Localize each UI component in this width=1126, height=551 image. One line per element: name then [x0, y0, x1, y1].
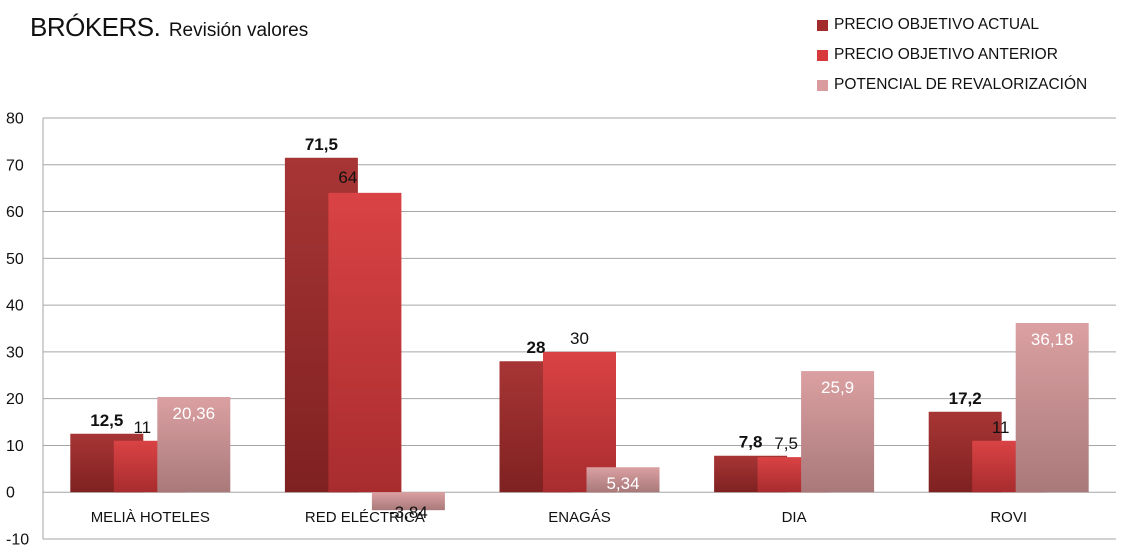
data-label: 36,18	[1031, 330, 1074, 349]
y-tick-label: 0	[6, 485, 15, 502]
data-label: 12,5	[90, 411, 123, 430]
legend-item-potencial: POTENCIAL DE REVALORIZACIÓN	[817, 70, 1087, 100]
y-tick-label: -10	[6, 532, 29, 549]
legend-swatch-actual	[817, 19, 828, 31]
data-label: -3,84	[389, 503, 428, 522]
legend-label-potencial: POTENCIAL DE REVALORIZACIÓN	[834, 76, 1088, 93]
x-tick-label: RED ELÉCTRICA	[305, 509, 425, 526]
y-tick-label: 40	[6, 298, 24, 315]
data-label: 7,8	[739, 433, 763, 452]
bar-potencial	[371, 492, 445, 511]
legend-swatch-potencial	[817, 79, 828, 91]
data-label: 5,34	[606, 474, 639, 493]
data-label: 7,5	[774, 434, 798, 453]
y-tick-label: 70	[6, 157, 24, 174]
bar-anterior	[328, 192, 402, 493]
bar-layer	[70, 157, 1089, 511]
chart-title: BRÓKERS. Revisión valores	[30, 12, 308, 43]
legend-item-actual: PRECIO OBJETIVO ACTUAL	[817, 10, 1087, 40]
y-tick-label: 30	[6, 344, 24, 361]
legend-item-anterior: PRECIO OBJETIVO ANTERIOR	[817, 40, 1087, 70]
data-label: 64	[338, 168, 357, 187]
data-label: 28	[527, 338, 546, 357]
y-tick-label: 20	[6, 391, 24, 408]
legend-label-anterior: PRECIO OBJETIVO ANTERIOR	[834, 46, 1058, 63]
data-label: 71,5	[305, 135, 338, 154]
data-label: 17,2	[949, 389, 982, 408]
chart-legend: PRECIO OBJETIVO ACTUAL PRECIO OBJETIVO A…	[817, 10, 1087, 100]
y-tick-label: 10	[6, 438, 24, 455]
legend-swatch-anterior	[817, 49, 828, 61]
bar-potencial	[801, 371, 875, 493]
bar-potencial	[157, 396, 231, 493]
x-tick-label: MELIÀ HOTELES	[91, 509, 210, 526]
bar-potencial	[586, 467, 660, 493]
chart-title-main: BRÓKERS.	[30, 12, 161, 42]
chart-title-sub: Revisión valores	[168, 20, 309, 41]
legend-label-actual: PRECIO OBJETIVO ACTUAL	[834, 16, 1039, 33]
data-label: 20,36	[173, 404, 216, 423]
x-tick-label: DIA	[782, 509, 807, 526]
data-label: 11	[133, 418, 151, 437]
y-tick-label: 60	[6, 204, 24, 221]
data-label: 11	[992, 418, 1010, 437]
y-tick-label: 80	[6, 111, 24, 128]
x-tick-label: ROVI	[990, 509, 1027, 526]
bar-potencial	[1015, 322, 1089, 493]
y-tick-label: 50	[6, 251, 24, 268]
data-label: 30	[570, 329, 589, 348]
data-label: 25,9	[821, 378, 854, 397]
x-tick-label: ENAGÁS	[548, 509, 611, 526]
